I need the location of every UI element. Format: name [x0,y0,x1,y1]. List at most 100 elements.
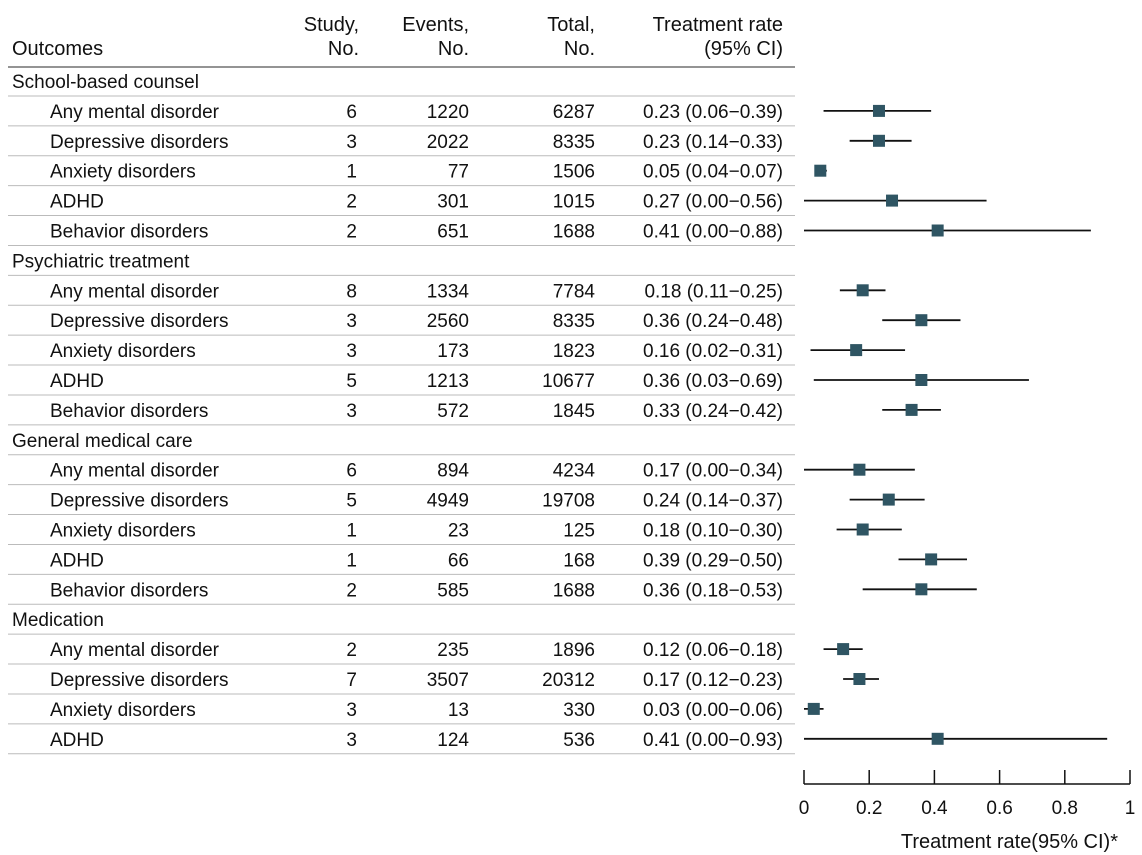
row-outcome-label: Any mental disorder [50,461,220,482]
table-row: Any mental disorder 2 235 1896 0.12 (0.06−0.… [50,640,783,661]
estimate-marker [853,673,866,685]
table-row: Anxiety disorders 1 77 1506 0.05 (0.04−0.07) [50,162,783,183]
table-row: Any mental disorder 8 1334 7784 0.18 (0.11−0… [50,281,783,302]
estimate-marker [931,224,944,237]
row-study-count: 1 [346,550,357,571]
estimate-marker [814,164,827,177]
table-row: Behavior disorders 2 585 1688 0.36 (0.18−0.5… [50,580,783,601]
estimate-marker [931,732,944,745]
header-outcomes: Outcomes [12,38,103,60]
row-outcome-label: Behavior disorders [50,222,208,243]
header-rate-line1: Treatment rate [653,14,783,36]
row-total-count: 1688 [553,580,595,601]
row-outcome-label: Behavior disorders [50,580,208,601]
row-events-count: 77 [448,162,469,183]
row-events-count: 301 [437,192,469,213]
table-row: Depressive disorders 3 2022 8335 0.23 (0.14−… [50,132,783,153]
header-events-line2: No. [438,38,469,60]
table-row: Depressive disorders 5 4949 19708 0.24 (0.14… [50,491,783,512]
row-events-count: 3507 [427,670,469,691]
table-row: Anxiety disorders 1 23 125 0.18 (0.10−0.30) [50,521,783,542]
x-tick-label: 0.4 [921,798,948,819]
row-events-count: 1213 [427,371,469,392]
estimate-marker [872,134,885,147]
row-total-count: 1823 [553,341,595,362]
group-label: Medication [12,610,104,631]
estimate-marker [915,314,928,327]
row-ci-text: 0.18 (0.10−0.30) [643,521,783,542]
row-ci-text: 0.41 (0.00−0.93) [643,730,783,751]
row-study-count: 2 [346,222,357,243]
row-outcome-label: ADHD [50,371,104,392]
row-study-count: 1 [346,521,357,542]
row-events-count: 585 [437,580,469,601]
row-outcome-label: Depressive disorders [50,132,228,153]
group-label: General medical care [12,431,193,452]
row-ci-text: 0.33 (0.24−0.42) [643,401,783,422]
row-study-count: 5 [346,371,357,392]
x-axis-title: Treatment rate(95% CI)* [901,831,1118,853]
row-study-count: 3 [346,401,357,422]
estimate-marker [925,553,938,566]
row-total-count: 168 [563,550,595,571]
row-total-count: 20312 [542,670,595,691]
table-row: Anxiety disorders 3 13 330 0.03 (0.00−0.06) [50,700,783,721]
row-events-count: 66 [448,550,469,571]
row-events-count: 13 [448,700,469,721]
row-ci-text: 0.36 (0.18−0.53) [643,580,783,601]
row-ci-text: 0.36 (0.24−0.48) [643,311,783,332]
group-label: Psychiatric treatment [12,251,190,272]
header-rate-line2: (95% CI) [704,38,783,60]
row-study-count: 3 [346,132,357,153]
row-study-count: 3 [346,700,357,721]
row-events-count: 651 [437,222,469,243]
row-total-count: 536 [563,730,595,751]
row-study-count: 2 [346,192,357,213]
x-tick-label: 0.2 [856,798,882,819]
header-events-line1: Events, [402,14,469,36]
row-outcome-label: Depressive disorders [50,491,228,512]
row-ci-text: 0.18 (0.11−0.25) [644,281,783,302]
estimate-marker [882,493,895,506]
row-study-count: 7 [346,670,357,691]
estimate-marker [915,374,928,386]
header-total-line1: Total, [547,14,595,36]
row-study-count: 8 [346,281,357,302]
row-total-count: 330 [563,700,595,721]
row-outcome-label: Anxiety disorders [50,341,196,362]
row-study-count: 3 [346,341,357,362]
row-ci-text: 0.41 (0.00−0.88) [643,222,783,243]
group-label: School-based counsel [12,72,199,93]
row-events-count: 2560 [427,311,469,332]
row-total-count: 1896 [553,640,595,661]
row-outcome-label: Any mental disorder [50,102,220,123]
row-ci-text: 0.23 (0.06−0.39) [643,102,783,123]
table-row: ADHD 5 1213 10677 0.36 (0.03−0.69) [50,371,783,392]
row-events-count: 4949 [427,491,469,512]
row-total-count: 1015 [553,192,595,213]
estimate-marker [850,344,863,357]
table-row: Depressive disorders 3 2560 8335 0.36 (0.24−… [50,311,783,332]
table-row: Depressive disorders 7 3507 20312 0.17 (0.12… [50,670,783,691]
estimate-marker [853,463,866,476]
table-row: Any mental disorder 6 1220 6287 0.23 (0.06−0… [50,102,783,123]
row-outcome-label: Any mental disorder [50,281,220,302]
estimate-marker [856,523,869,536]
row-outcome-label: Anxiety disorders [50,521,196,542]
row-events-count: 1334 [427,281,470,302]
table-body: School-based counsel Any mental disorder 6… [8,72,795,755]
row-ci-text: 0.36 (0.03−0.69) [643,371,783,392]
estimate-marker [837,643,850,656]
row-outcome-label: Behavior disorders [50,401,208,422]
estimate-marker [807,702,820,715]
row-ci-text: 0.16 (0.02−0.31) [643,341,783,362]
estimate-marker [872,104,885,117]
row-total-count: 1506 [553,162,595,183]
row-total-count: 6287 [553,102,595,123]
estimate-marker [915,583,928,596]
row-events-count: 173 [437,341,469,362]
table-row: Anxiety disorders 3 173 1823 0.16 (0.02−0.31… [50,341,783,362]
row-total-count: 1688 [553,222,595,243]
row-outcome-label: Anxiety disorders [50,162,196,183]
